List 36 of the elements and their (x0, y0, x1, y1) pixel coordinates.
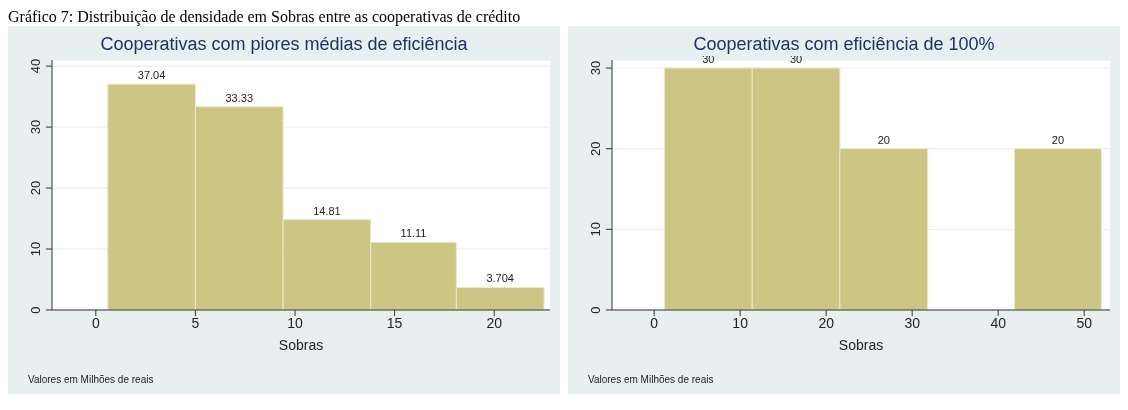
chart-title: Cooperativas com piores médias de eficiência (99, 34, 469, 55)
y-tick-label: 30 (28, 119, 43, 135)
x-tick-label: 10 (287, 314, 304, 331)
data-label: 30 (702, 53, 715, 66)
x-tick-label: 0 (650, 314, 659, 331)
data-label: 11.11 (400, 227, 427, 240)
x-tick-label: 15 (386, 314, 403, 331)
x-tick-label: 20 (818, 314, 835, 331)
y-tick-label: 30 (588, 60, 603, 76)
data-label: 30 (789, 53, 803, 66)
data-label: 37.04 (137, 69, 166, 82)
y-tick-label: 0 (28, 306, 43, 314)
x-tick-label: 0 (91, 314, 100, 331)
y-tick-label: 0 (588, 306, 603, 314)
data-label: 3.704 (486, 272, 514, 285)
data-label: 33.33 (225, 91, 254, 104)
x-tick-label: 50 (1076, 314, 1093, 331)
chart-title: Cooperativas com eficiência de 100% (692, 34, 996, 55)
x-tick-label: 10 (732, 314, 749, 331)
data-label: 20 (1051, 133, 1065, 146)
y-tick-label: 20 (588, 141, 603, 156)
text: Valores em Milhões de reais (28, 374, 154, 385)
data-label: 14.81 (313, 204, 341, 217)
data-label: 20 (877, 133, 890, 146)
x-tick-label: 40 (990, 314, 1007, 331)
x-axis-title: Sobras (838, 337, 884, 353)
x-tick-label: 5 (191, 314, 200, 331)
x-tick-label: 20 (486, 314, 503, 331)
y-tick-label: 20 (28, 180, 43, 196)
y-tick-label: 10 (588, 222, 603, 237)
x-tick-label: 30 (904, 314, 921, 331)
text: Gráfico 7: Distribuição de densidade em Sobras entre as cooperativas de crédito (8, 8, 522, 26)
text: Valores em Milhões de reais (588, 374, 714, 385)
y-tick-label: 40 (28, 58, 43, 74)
x-axis-title: Sobras (278, 337, 324, 353)
y-tick-label: 10 (28, 241, 43, 257)
